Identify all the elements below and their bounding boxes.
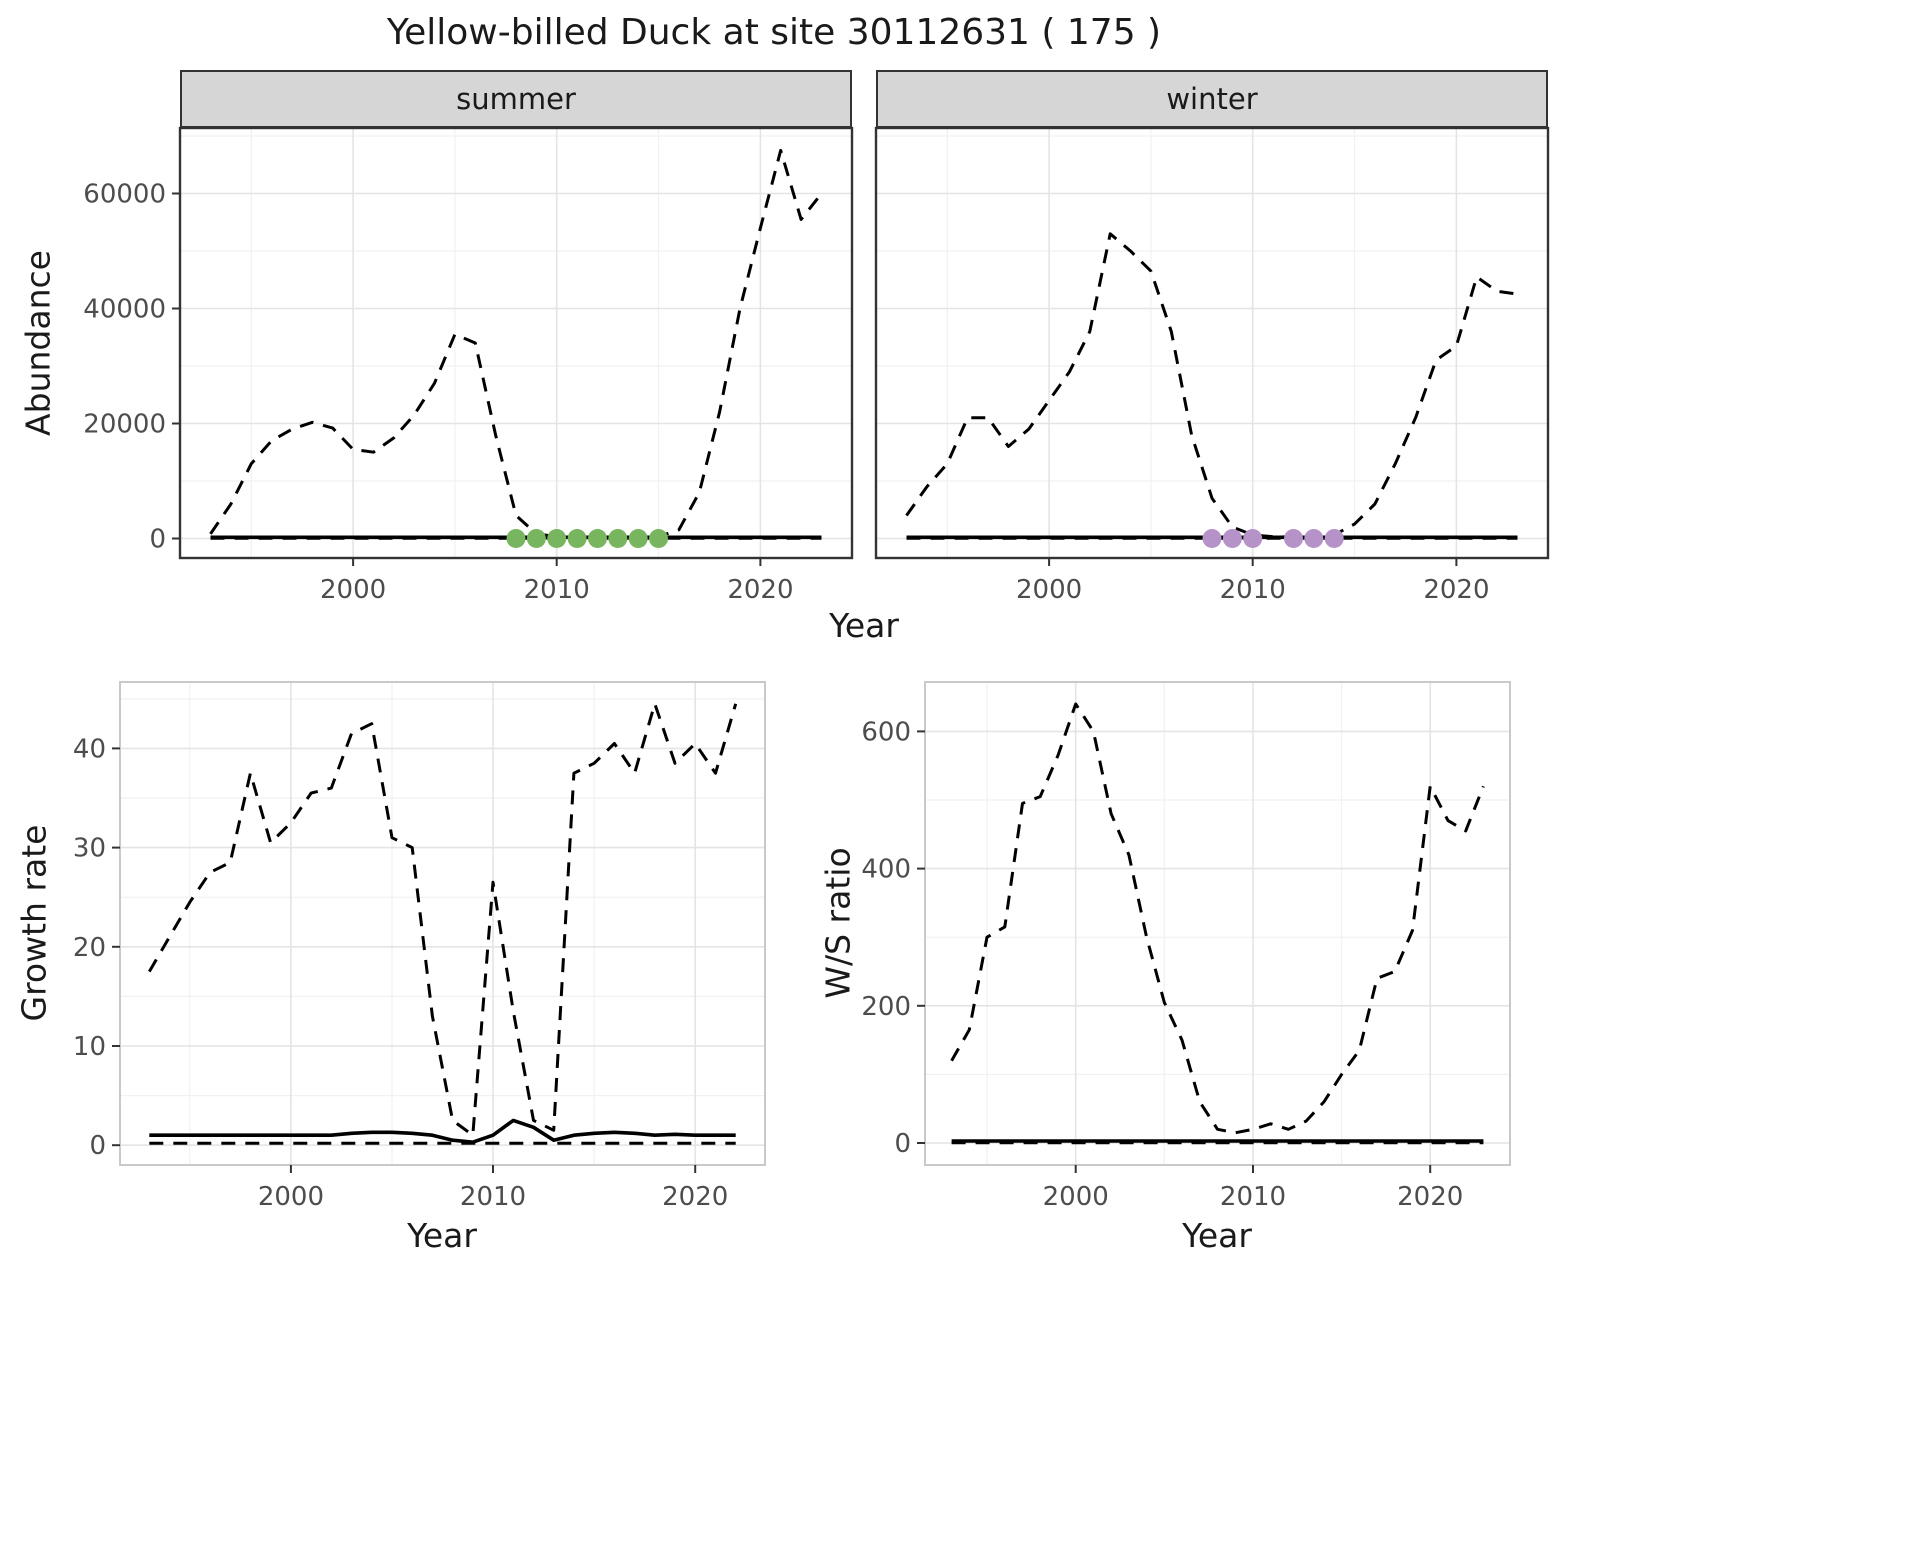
flagged-year-point <box>1284 529 1303 548</box>
panel-background <box>876 128 1548 558</box>
flagged-year-point <box>526 529 546 548</box>
panel-border <box>874 126 1550 560</box>
flagged-year-point <box>649 529 668 548</box>
y-tick-label: 0 <box>89 1131 106 1161</box>
y-tick-label: 30 <box>73 834 106 864</box>
panel-abundance-winter: 2000 2010 2020 <box>874 126 1550 605</box>
x-tick-label: 2000 <box>1043 1182 1109 1212</box>
x-tick-label: 2020 <box>662 1182 728 1212</box>
y-tick-label: 20 <box>73 933 106 963</box>
x-tick-label: 2010 <box>1220 1182 1286 1212</box>
flagged-year-point <box>1243 529 1263 548</box>
series-upper-ci <box>148 702 738 1137</box>
series-upper-ci <box>905 232 1518 539</box>
y-tick-label: 0 <box>149 525 166 555</box>
flagged-year-point <box>588 529 607 548</box>
flagged-year-point <box>1202 529 1222 548</box>
flagged-year-point <box>547 529 567 548</box>
panel-border <box>924 681 1511 1166</box>
y-tick-label: 20000 <box>83 410 166 440</box>
y-tick-label: 400 <box>861 855 911 885</box>
x-tick-label: 2000 <box>1016 575 1082 605</box>
y-axis-title-growth-rate: Growth rate <box>14 824 54 1022</box>
x-tick-label: 2000 <box>320 575 386 605</box>
flagged-year-point <box>567 529 587 548</box>
y-tick-label: 200 <box>861 992 911 1022</box>
x-tick-label: 2010 <box>1220 575 1286 605</box>
panel-border <box>178 126 854 560</box>
y-axis-title-ws-ratio: W/S ratio <box>818 847 858 999</box>
facet-strip-winter: winter <box>876 70 1548 128</box>
panel-background <box>180 128 852 558</box>
panel-growth-rate: 2000 2010 2020 0 10 20 30 40 <box>73 681 766 1212</box>
y-tick-label: 40000 <box>83 295 166 325</box>
y-tick-label: 600 <box>861 717 911 747</box>
flagged-year-point <box>1304 529 1324 548</box>
series-estimate <box>149 1118 736 1144</box>
panel-abundance-summer: 2000 2010 2020 0 20000 40000 60000 <box>83 126 854 605</box>
x-axis-title-year-growth: Year <box>407 1216 477 1255</box>
facet-strip-summer: summer <box>180 70 852 128</box>
x-tick-label: 2020 <box>1397 1182 1463 1212</box>
flagged-year-point <box>608 529 628 548</box>
y-tick-label: 40 <box>73 734 106 764</box>
x-tick-label: 2020 <box>727 575 793 605</box>
series-upper-ci <box>950 702 1485 1135</box>
flagged-year-point <box>1324 529 1344 548</box>
x-tick-label: 2020 <box>1423 575 1489 605</box>
series-upper-ci <box>209 148 823 540</box>
y-tick-label: 60000 <box>83 180 166 210</box>
panel-ws-ratio: 2000 2010 2020 0 200 400 600 <box>861 681 1511 1212</box>
x-axis-title-year-ws: Year <box>1182 1216 1252 1255</box>
facet-strip-summer-label: summer <box>456 82 576 116</box>
x-tick-label: 2010 <box>460 1182 526 1212</box>
panel-background <box>120 682 765 1165</box>
y-tick-label: 10 <box>73 1032 106 1062</box>
plot-title: Yellow-billed Duck at site 30112631 ( 17… <box>386 12 1162 53</box>
x-tick-label: 2000 <box>258 1182 324 1212</box>
flagged-year-point <box>506 529 526 548</box>
x-axis-title-year-top: Year <box>829 606 899 645</box>
flagged-year-point <box>628 529 648 548</box>
y-axis-title-abundance: Abundance <box>18 250 58 436</box>
panel-background <box>925 682 1510 1165</box>
panel-border <box>119 681 766 1166</box>
x-tick-label: 2010 <box>524 575 590 605</box>
facet-strip-winter-label: winter <box>1166 82 1258 116</box>
y-tick-label: 0 <box>894 1129 911 1159</box>
flagged-year-point <box>1222 529 1242 548</box>
